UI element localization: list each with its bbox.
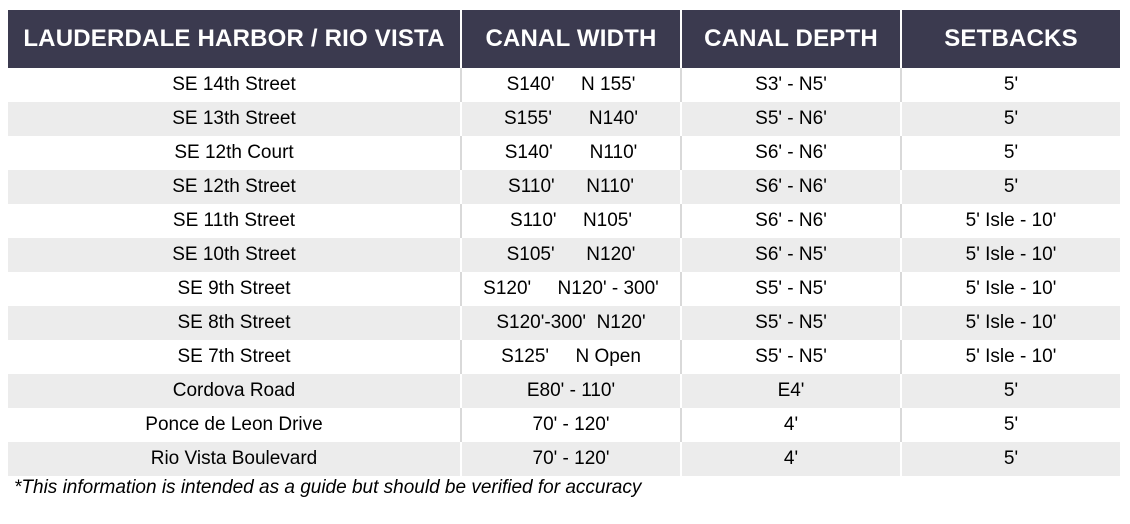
setbacks-cell: 5' (902, 136, 1120, 170)
table-row: Rio Vista Boulevard 70' - 120' 4' 5' (8, 442, 1120, 476)
street-name-cell: SE 12th Street (8, 170, 462, 204)
canal-width-cell: S155' N140' (462, 102, 682, 136)
setbacks-cell: 5' (902, 374, 1120, 408)
street-name-cell: SE 14th Street (8, 68, 462, 102)
table-row: SE 12th Street S110' N110' S6' - N6' 5' (8, 170, 1120, 204)
street-name-cell: Rio Vista Boulevard (8, 442, 462, 476)
setbacks-cell: 5' (902, 442, 1120, 476)
table-row: Cordova Road E80' - 110' E4' 5' (8, 374, 1120, 408)
table-header-row: LAUDERDALE HARBOR / RIO VISTA CANAL WIDT… (8, 10, 1120, 68)
canal-depth-cell: S5' - N5' (682, 340, 902, 374)
table-row: SE 13th Street S155' N140' S5' - N6' 5' (8, 102, 1120, 136)
canal-info-table: LAUDERDALE HARBOR / RIO VISTA CANAL WIDT… (8, 10, 1120, 476)
setbacks-cell: 5' (902, 170, 1120, 204)
table-row: SE 12th Court S140' N110' S6' - N6' 5' (8, 136, 1120, 170)
canal-width-cell: S120'-300' N120' (462, 306, 682, 340)
canal-depth-cell: 4' (682, 408, 902, 442)
canal-depth-cell: S3' - N5' (682, 68, 902, 102)
table-row: Ponce de Leon Drive 70' - 120' 4' 5' (8, 408, 1120, 442)
canal-depth-cell: S6' - N5' (682, 238, 902, 272)
canal-width-cell: S105' N120' (462, 238, 682, 272)
table-row: SE 10th Street S105' N120' S6' - N5' 5' … (8, 238, 1120, 272)
setbacks-cell: 5' (902, 68, 1120, 102)
canal-width-cell: S125' N Open (462, 340, 682, 374)
street-name-cell: SE 9th Street (8, 272, 462, 306)
canal-width-cell: 70' - 120' (462, 442, 682, 476)
header-setbacks: SETBACKS (902, 10, 1120, 68)
setbacks-cell: 5' Isle - 10' (902, 204, 1120, 238)
canal-width-cell: S110' N105' (462, 204, 682, 238)
canal-width-cell: S110' N110' (462, 170, 682, 204)
canal-width-cell: S140' N 155' (462, 68, 682, 102)
setbacks-cell: 5' Isle - 10' (902, 272, 1120, 306)
canal-depth-cell: S5' - N5' (682, 306, 902, 340)
header-neighborhood: LAUDERDALE HARBOR / RIO VISTA (8, 10, 462, 68)
street-name-cell: Cordova Road (8, 374, 462, 408)
canal-width-cell: S120' N120' - 300' (462, 272, 682, 306)
setbacks-cell: 5' (902, 408, 1120, 442)
canal-depth-cell: E4' (682, 374, 902, 408)
canal-width-cell: 70' - 120' (462, 408, 682, 442)
street-name-cell: SE 7th Street (8, 340, 462, 374)
street-name-cell: SE 12th Court (8, 136, 462, 170)
canal-depth-cell: S6' - N6' (682, 136, 902, 170)
street-name-cell: SE 8th Street (8, 306, 462, 340)
table-body: SE 14th Street S140' N 155' S3' - N5' 5'… (8, 68, 1120, 476)
setbacks-cell: 5' (902, 102, 1120, 136)
canal-width-cell: E80' - 110' (462, 374, 682, 408)
canal-width-cell: S140' N110' (462, 136, 682, 170)
table-row: SE 8th Street S120'-300' N120' S5' - N5'… (8, 306, 1120, 340)
accuracy-disclaimer: *This information is intended as a guide… (14, 477, 642, 498)
street-name-cell: SE 13th Street (8, 102, 462, 136)
canal-depth-cell: S5' - N6' (682, 102, 902, 136)
canal-depth-cell: S6' - N6' (682, 170, 902, 204)
header-canal-depth: CANAL DEPTH (682, 10, 902, 68)
street-name-cell: SE 10th Street (8, 238, 462, 272)
table-row: SE 14th Street S140' N 155' S3' - N5' 5' (8, 68, 1120, 102)
street-name-cell: SE 11th Street (8, 204, 462, 238)
setbacks-cell: 5' Isle - 10' (902, 238, 1120, 272)
street-name-cell: Ponce de Leon Drive (8, 408, 462, 442)
canal-depth-cell: 4' (682, 442, 902, 476)
table-row: SE 9th Street S120' N120' - 300' S5' - N… (8, 272, 1120, 306)
table-row: SE 7th Street S125' N Open S5' - N5' 5' … (8, 340, 1120, 374)
canal-depth-cell: S6' - N6' (682, 204, 902, 238)
table-row: SE 11th Street S110' N105' S6' - N6' 5' … (8, 204, 1120, 238)
setbacks-cell: 5' Isle - 10' (902, 306, 1120, 340)
header-canal-width: CANAL WIDTH (462, 10, 682, 68)
canal-depth-cell: S5' - N5' (682, 272, 902, 306)
setbacks-cell: 5' Isle - 10' (902, 340, 1120, 374)
